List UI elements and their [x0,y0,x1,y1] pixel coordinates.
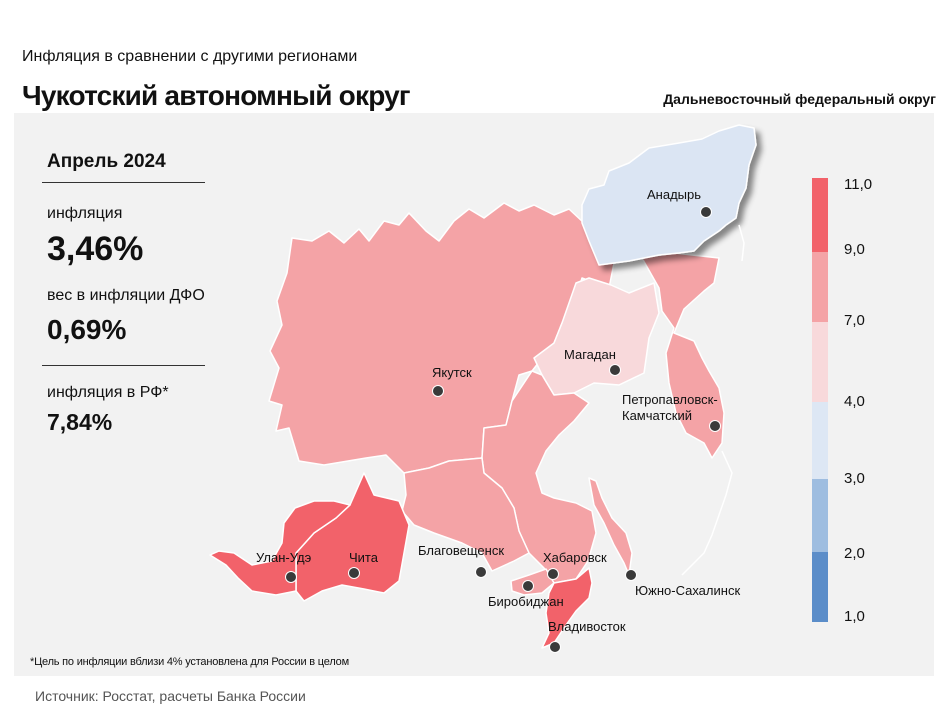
city-label-chita: Чита [349,550,378,565]
region-amur[interactable] [401,457,530,572]
inflation-value: 3,46% [47,230,144,268]
legend-segment [812,322,828,402]
city-dot-blagoveshchensk[interactable] [475,566,487,578]
city-dot-anadyr[interactable] [700,206,712,218]
city-label-ulan-ude: Улан-Удэ [256,550,312,565]
page-subtitle: Инфляция в сравнении с другими регионами [22,48,358,65]
divider [42,182,205,183]
city-label-khabarovsk: Хабаровск [543,550,607,565]
weight-value: 0,69% [47,314,127,345]
legend-tick: 2,0 [844,545,865,562]
period-label: Апрель 2024 [47,151,166,172]
city-dot-ulan-ude[interactable] [285,571,297,583]
page-title: Чукотский автономный округ [22,80,411,111]
weight-label: вес в инфляции ДФО [47,287,205,304]
city-dot-yuzhno-sakhalinsk[interactable] [625,569,637,581]
legend-segment [812,252,828,322]
region-sakhalin[interactable] [588,477,633,576]
city-dot-birobidzhan[interactable] [522,580,534,592]
region-magadan[interactable] [533,277,660,396]
legend-tick: 3,0 [844,470,865,487]
city-dot-khabarovsk[interactable] [547,568,559,580]
city-dot-vladivostok[interactable] [549,641,561,653]
legend-tick: 9,0 [844,241,865,258]
city-label-petropavlovsk: Петропавловск- Камчатский [622,392,718,423]
region-map [209,124,757,649]
region-zabaykalsky[interactable] [295,472,410,602]
legend-segment [812,178,828,252]
legend-segment [812,552,828,622]
region-chukotka[interactable] [581,124,757,266]
legend-tick: 1,0 [844,608,865,625]
city-label-yuzhno-sakhalinsk: Южно-Сахалинск [635,583,741,598]
city-label-anadyr: Анадырь [647,187,702,202]
rf-inflation-value: 7,84% [47,409,113,435]
legend-tick: 7,0 [844,312,865,329]
region-kamchatka[interactable] [641,252,725,459]
city-label-vladivostok: Владивосток [548,619,626,634]
district-title: Дальневосточный федеральный округ [663,91,936,107]
city-dot-chita[interactable] [348,567,360,579]
legend-segment [812,402,828,479]
divider [42,365,205,366]
legend-tick: 4,0 [844,393,865,410]
footnote: *Цель по инфляции вблизи 4% установлена … [30,656,349,668]
city-label-magadan: Магадан [564,347,616,362]
source-note: Источник: Росстат, расчеты Банка России [35,688,306,704]
rf-inflation-label: инфляция в РФ* [47,384,169,401]
inflation-label: инфляция [47,205,123,222]
city-dot-magadan[interactable] [609,364,621,376]
city-label-birobidzhan: Биробиджан [488,594,564,609]
city-label-yakutsk: Якутск [432,365,472,380]
region-buryatia[interactable] [209,500,351,596]
city-dot-yakutsk[interactable] [432,385,444,397]
legend-segment [812,479,828,552]
city-label-blagoveshchensk: Благовещенск [418,543,505,558]
city-dot-petropavlovsk[interactable] [709,420,721,432]
legend-tick: 11,0 [844,176,873,193]
